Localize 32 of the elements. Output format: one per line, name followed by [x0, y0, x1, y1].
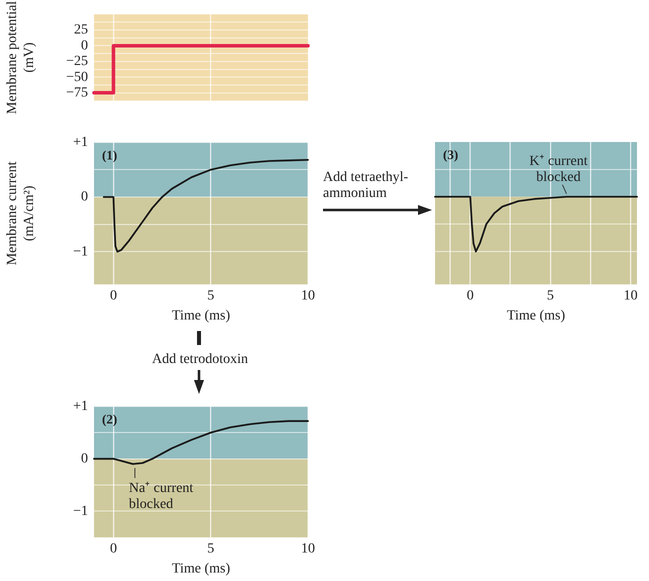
x-tick-label: 10 [624, 288, 638, 304]
x-tick-label: 0 [466, 288, 474, 304]
text: Add tetraethyl-ammonium [323, 170, 410, 202]
y-tick-label: −75 [66, 85, 88, 100]
text: Add tetrodotoxin [150, 352, 250, 368]
x-tick-label: 0 [110, 541, 117, 556]
y-tick-label: 25 [74, 22, 88, 38]
annotation: Na⁺ current blocked [128, 481, 194, 512]
annotation: K⁺ current blocked [529, 154, 588, 185]
y-tick-label: −25 [66, 54, 88, 70]
x-axis-title: Time (ms) [172, 561, 230, 576]
y-tick-label: +1 [73, 399, 88, 414]
y-axis-title: Membrane current (mA/cm²) [5, 161, 37, 266]
annotation: (2) [102, 411, 118, 426]
x-tick-label: 10 [301, 541, 315, 556]
y-axis-title: Membrane potential (mV) [5, 0, 37, 114]
annotation: (1) [102, 147, 118, 162]
y-tick-label: +1 [73, 135, 88, 150]
x-axis-title: Time (ms) [506, 308, 566, 324]
x-axis-title: Time (ms) [172, 308, 230, 324]
y-tick-label: −50 [66, 70, 88, 85]
y-tick-label: 0 [81, 451, 88, 466]
x-tick-label: 5 [207, 288, 214, 304]
y-tick-label: −1 [73, 244, 88, 260]
x-tick-label: 5 [546, 288, 554, 304]
x-tick-label: 5 [207, 541, 214, 556]
y-tick-label: 0 [81, 38, 88, 54]
x-tick-label: 10 [301, 288, 315, 304]
y-tick-label: −1 [73, 504, 88, 519]
y-tick-label: 0 [81, 190, 88, 205]
x-tick-label: 0 [110, 288, 117, 304]
annotation: (3) [443, 146, 458, 162]
